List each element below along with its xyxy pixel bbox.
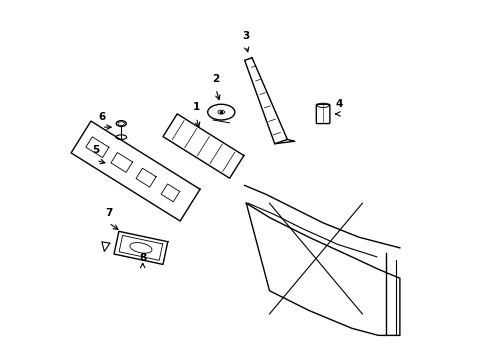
Text: 5: 5 [92, 145, 100, 156]
Text: 7: 7 [105, 208, 112, 218]
Text: 8: 8 [139, 252, 146, 262]
Text: 1: 1 [192, 103, 200, 112]
Text: 4: 4 [335, 99, 342, 109]
Text: 6: 6 [98, 112, 105, 122]
Text: 3: 3 [242, 31, 249, 41]
Text: 2: 2 [212, 74, 219, 84]
